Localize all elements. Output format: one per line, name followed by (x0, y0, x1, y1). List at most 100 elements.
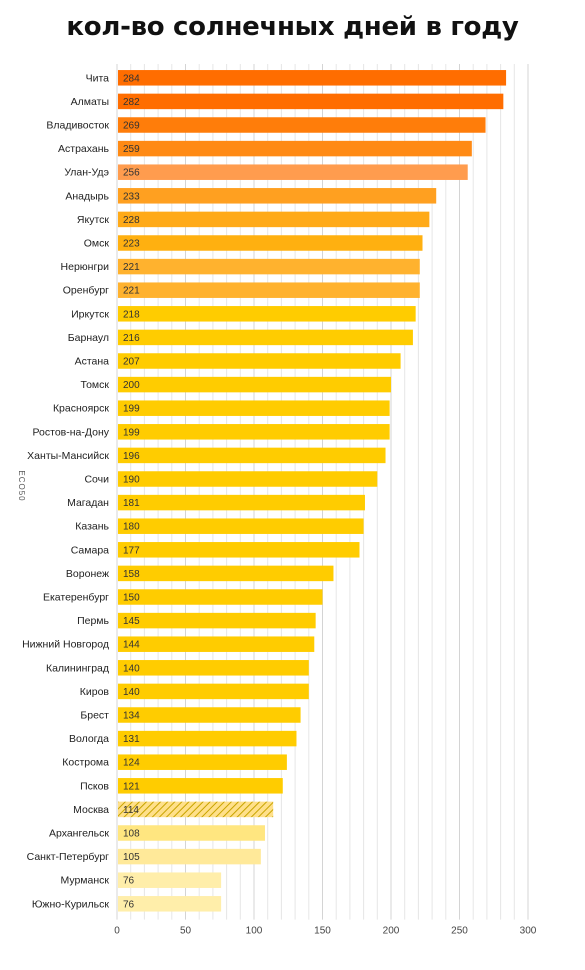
bar (118, 754, 287, 770)
bar (118, 447, 386, 464)
bar (118, 778, 283, 794)
category-label: Омск (84, 238, 110, 250)
bar (118, 258, 420, 275)
category-label: Санкт-Петербург (27, 851, 110, 863)
bar (118, 801, 274, 818)
value-label: 190 (123, 475, 140, 486)
category-label: Псков (80, 780, 109, 792)
value-label: 134 (123, 711, 140, 722)
category-label: Магадан (67, 497, 109, 509)
bar (118, 542, 360, 558)
x-tick-label: 50 (180, 926, 192, 937)
value-label: 200 (123, 380, 140, 391)
value-label: 216 (123, 333, 140, 344)
bar (118, 471, 378, 487)
bar (118, 424, 390, 440)
value-label: 199 (123, 427, 140, 438)
bar (118, 896, 222, 912)
value-labels: 284 282 269 259 256 233 228 223 221 221 218 216 207 2… (123, 73, 140, 910)
value-label: 199 (123, 404, 140, 415)
x-tick-label: 300 (520, 926, 537, 937)
category-label: Брест (80, 710, 109, 722)
bar (118, 188, 437, 204)
category-label: Сочи (84, 474, 109, 486)
value-label: 150 (123, 593, 140, 604)
value-label: 76 (123, 899, 135, 910)
value-label: 177 (123, 545, 140, 556)
category-label: Астрахань (58, 143, 110, 155)
category-label: Воронеж (66, 568, 109, 580)
category-label: Ханты-Мансийск (27, 450, 109, 462)
category-label: Москва (73, 804, 109, 816)
x-tick-label: 200 (383, 926, 400, 937)
value-label: 284 (123, 73, 140, 84)
value-label: 76 (123, 876, 135, 887)
bar (118, 235, 423, 251)
value-label: 221 (123, 262, 140, 273)
category-label: Нижний Новгород (22, 639, 109, 651)
category-label: Южно-Курильск (32, 898, 110, 910)
value-label: 114 (123, 805, 139, 816)
category-label: Екатеренбург (43, 592, 109, 604)
value-label: 228 (123, 215, 140, 226)
value-label: 105 (123, 852, 140, 863)
bar (118, 70, 507, 86)
bar (118, 612, 316, 629)
x-tick-label: 100 (246, 926, 263, 937)
bar (118, 117, 486, 133)
value-label: 180 (123, 522, 140, 533)
value-label: 181 (123, 498, 140, 509)
value-label: 221 (123, 286, 140, 297)
value-label: 140 (123, 687, 140, 698)
value-label: 131 (123, 734, 140, 745)
bar (118, 494, 365, 511)
category-label: Иркутск (71, 308, 109, 320)
value-label: 282 (123, 97, 140, 108)
value-label: 233 (123, 191, 140, 202)
value-label: 207 (123, 357, 140, 368)
category-label: Барнаул (68, 332, 109, 344)
value-label: 124 (123, 758, 140, 769)
value-label: 269 (123, 121, 140, 132)
bar (118, 589, 323, 605)
value-label: 218 (123, 309, 140, 320)
category-label: Владивосток (46, 120, 109, 132)
category-label: Ростов-на-Дону (33, 426, 110, 438)
category-label: Астана (75, 356, 110, 368)
category-label: Чита (86, 72, 110, 84)
x-tick-label: 0 (114, 926, 120, 937)
x-tick-label: 150 (314, 926, 331, 937)
value-label: 108 (123, 829, 140, 840)
value-label: 145 (123, 616, 140, 627)
x-tick-label: 250 (451, 926, 468, 937)
bar (118, 518, 364, 534)
category-label: Анадырь (65, 190, 109, 202)
bar (118, 872, 222, 888)
bar (118, 329, 413, 346)
value-label: 196 (123, 451, 140, 462)
bar (118, 306, 416, 322)
category-label: Оренбург (63, 285, 109, 297)
value-label: 223 (123, 239, 140, 250)
category-label: Якутск (77, 214, 109, 226)
bar (118, 565, 334, 582)
bar (118, 825, 265, 841)
category-label: Красноярск (53, 403, 109, 415)
bars (118, 70, 507, 912)
bar (118, 353, 401, 369)
grid-lines (116, 64, 529, 920)
bar (118, 730, 297, 747)
bar (118, 660, 309, 676)
category-label: Улан-Удэ (64, 167, 109, 179)
bar (118, 400, 390, 416)
bar (118, 636, 315, 652)
chart-title: кол-во солнечных дней в году (66, 12, 519, 42)
value-label: 256 (123, 168, 140, 179)
category-label: Нерюнгри (61, 261, 110, 273)
category-label: Пермь (77, 615, 109, 627)
category-label: Архангельск (49, 828, 109, 840)
bar (118, 848, 261, 865)
category-label: Алматы (71, 96, 109, 108)
bar (118, 164, 468, 180)
